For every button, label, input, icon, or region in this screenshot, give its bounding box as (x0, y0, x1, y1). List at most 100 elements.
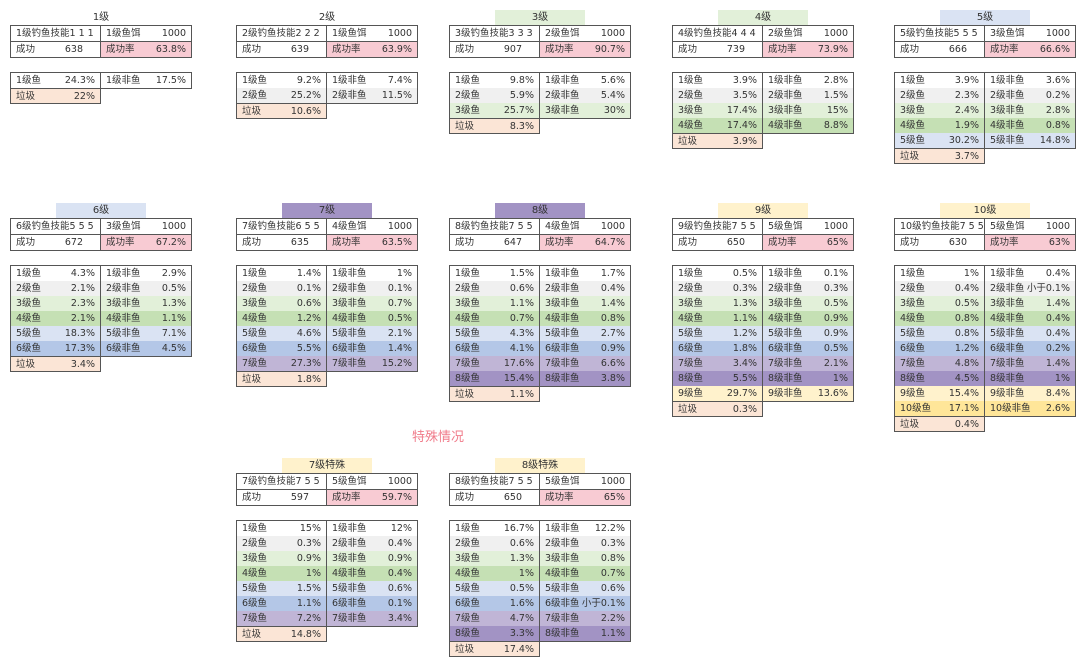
cell-value: 14.8% (1039, 135, 1070, 146)
cell-value: 0.8% (954, 328, 979, 339)
junk-row: 垃圾 3.9% (672, 134, 763, 149)
left-cell: 5级鱼 0.5% (450, 581, 540, 596)
right-cell: 3级非鱼 30% (540, 103, 630, 118)
cell-label: 2级鱼 (900, 90, 926, 101)
cell-value: 1.3% (509, 553, 534, 564)
block-title: 1级 (56, 10, 146, 25)
left-cell: 3级鱼 0.6% (237, 296, 327, 311)
cell-label: 4级非鱼 (332, 313, 367, 324)
cell-value: 630 (948, 237, 967, 248)
cell-value: 17.4% (726, 105, 757, 116)
table-block-lv9: 9级 9级钓鱼技能7 5 5 5级鱼饵 1000 成功 650 成功率 65% 1级鱼 0.5% 1… (672, 203, 854, 417)
left-cell: 成功 635 (237, 235, 327, 250)
success-row: 成功 650 成功率 65% (450, 490, 630, 505)
right-cell: 5级非鱼 0.9% (763, 326, 853, 341)
left-cell: 垃圾 3.4% (11, 357, 100, 371)
cell-label: 1级非鱼 (545, 523, 580, 534)
skill-cell: 1级钓鱼技能1 1 1 (11, 26, 101, 41)
left-cell: 8级鱼 3.3% (450, 626, 540, 641)
cell-label: 4级非鱼 (990, 313, 1025, 324)
cell-label: 2级鱼 (455, 538, 481, 549)
right-cell: 4级非鱼 0.9% (763, 311, 853, 326)
cell-label: 1级非鱼 (332, 75, 367, 86)
cell-label: 2级非鱼 (332, 283, 367, 294)
cell-value: 7.4% (387, 75, 412, 86)
spacer (449, 58, 631, 72)
block-title: 7级特殊 (282, 458, 372, 473)
junk-row: 垃圾 1.8% (236, 372, 327, 387)
right-cell: 1级非鱼 7.4% (327, 73, 417, 88)
cell-value: 5.4% (600, 90, 625, 101)
cell-label: 9级非鱼 (768, 388, 803, 399)
cell-value: 1% (518, 568, 534, 579)
cell-label: 成功率 (332, 44, 361, 55)
cell-label: 5级鱼 (678, 328, 704, 339)
skill-cell: 7级钓鱼技能6 5 5 (237, 219, 327, 234)
table-row: 5级鱼 1.5% 5级非鱼 0.6% (237, 581, 417, 596)
cell-label: 5级鱼饵 (990, 221, 1025, 232)
cell-value: 65% (603, 492, 625, 503)
table-row: 8级鱼 4.5% 8级非鱼 1% (895, 371, 1075, 386)
cell-label: 5级鱼 (900, 135, 926, 146)
cell-value: 2.7% (600, 328, 625, 339)
header-row: 4级钓鱼技能4 4 4 2级鱼饵 1000 (673, 26, 853, 42)
cell-value: 1% (832, 373, 848, 384)
cell-value: 5.6% (600, 75, 625, 86)
cell-value: 0.4% (600, 283, 625, 294)
cell-value: 11.5% (381, 90, 412, 101)
cell-value: 63.8% (155, 44, 186, 55)
spacer (10, 58, 192, 72)
left-cell: 6级鱼 1.1% (237, 596, 327, 611)
skill-label: 1级钓鱼技能1 1 1 (16, 28, 94, 39)
table-row: 1级鱼 24.3% 1级非鱼 17.5% (11, 73, 191, 88)
table-row: 1级鱼 1.4% 1级非鱼 1% (237, 266, 417, 281)
cell-value: 2.3% (954, 90, 979, 101)
cell-value: 30% (603, 105, 625, 116)
cell-label: 7级非鱼 (545, 613, 580, 624)
right-cell: 2级非鱼 0.4% (540, 281, 630, 296)
cell-value: 1.5% (296, 583, 321, 594)
cell-value: 1000 (161, 28, 186, 39)
cell-value: 0.7% (509, 313, 534, 324)
cell-label: 5级非鱼 (332, 583, 367, 594)
table-row: 5级鱼 18.3% 5级非鱼 7.1% (11, 326, 191, 341)
left-cell: 10级鱼 17.1% (895, 401, 985, 416)
cell-value: 0.9% (823, 328, 848, 339)
cell-label: 成功率 (106, 44, 135, 55)
cell-label: 1级非鱼 (106, 75, 141, 86)
left-cell: 8级鱼 4.5% (895, 371, 985, 386)
left-cell: 6级鱼 1.6% (450, 596, 540, 611)
table-row: 6级鱼 5.5% 6级非鱼 1.4% (237, 341, 417, 356)
cell-label: 1级鱼 (16, 75, 42, 86)
cell-value: 1000 (600, 221, 625, 232)
cell-value: 小于0.1% (1026, 283, 1070, 294)
left-cell: 9级鱼 29.7% (673, 386, 763, 401)
cell-label: 6级非鱼 (768, 343, 803, 354)
table-row: 7级鱼 3.4% 7级非鱼 2.1% (673, 356, 853, 371)
right-cell: 5级鱼饵 1000 (985, 219, 1075, 234)
right-cell: 3级非鱼 1.4% (540, 296, 630, 311)
cell-value: 5.5% (296, 343, 321, 354)
left-cell: 5级鱼 0.8% (895, 326, 985, 341)
right-cell: 2级鱼饵 1000 (763, 26, 853, 41)
cell-value: 17.4% (503, 644, 534, 655)
left-cell: 4级鱼 17.4% (673, 118, 763, 133)
cell-value: 0.6% (387, 583, 412, 594)
table-row: 5级鱼 0.8% 5级非鱼 0.4% (895, 326, 1075, 341)
cell-label: 2级非鱼 (545, 283, 580, 294)
header-grid: 1级钓鱼技能1 1 1 1级鱼饵 1000 成功 638 成功率 63.8% (10, 25, 192, 58)
left-cell: 7级鱼 3.4% (673, 356, 763, 371)
cell-value: 1000 (823, 28, 848, 39)
left-cell: 6级鱼 1.2% (895, 341, 985, 356)
cell-label: 5级鱼 (242, 328, 268, 339)
table-row: 4级鱼 1.2% 4级非鱼 0.5% (237, 311, 417, 326)
cell-label: 2级非鱼 (990, 90, 1025, 101)
table-row: 3级鱼 25.7% 3级非鱼 30% (450, 103, 630, 118)
header-row: 9级钓鱼技能7 5 5 5级鱼饵 1000 (673, 219, 853, 235)
cell-label: 5级非鱼 (106, 328, 141, 339)
table-row: 4级鱼 0.7% 4级非鱼 0.8% (450, 311, 630, 326)
right-cell: 5级非鱼 2.1% (327, 326, 417, 341)
table-row: 3级鱼 1.1% 3级非鱼 1.4% (450, 296, 630, 311)
right-cell: 7级非鱼 15.2% (327, 356, 417, 371)
success-row: 成功 650 成功率 65% (673, 235, 853, 250)
